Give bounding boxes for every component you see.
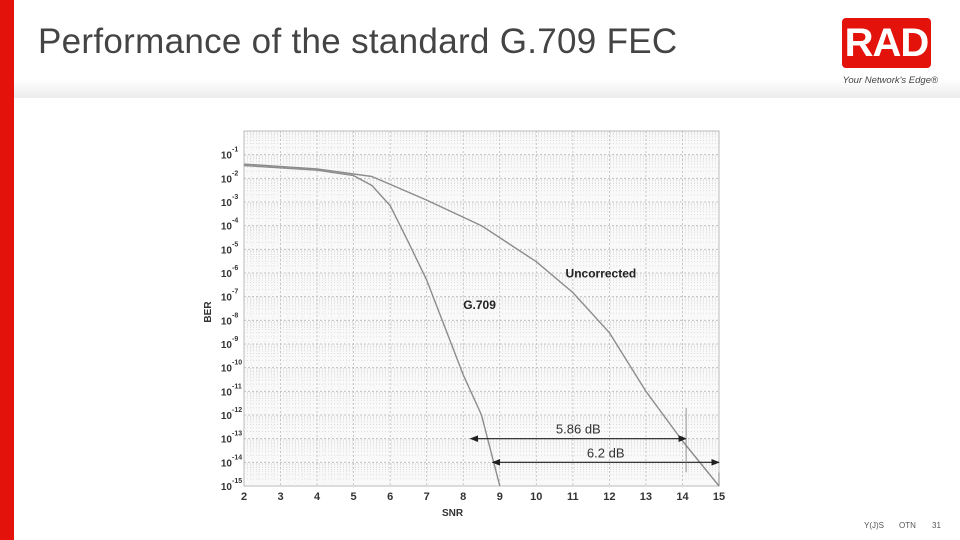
y-tick-base: 10 xyxy=(221,198,233,209)
y-tick-exponent: -10 xyxy=(232,360,242,367)
logo-wordmark: RAD xyxy=(842,18,931,68)
x-tick-label: 15 xyxy=(713,491,725,503)
y-tick-label: 10-6 xyxy=(221,265,238,280)
y-tick-base: 10 xyxy=(221,174,233,185)
x-tick-label: 10 xyxy=(530,491,542,503)
y-tick-exponent: -13 xyxy=(232,431,242,438)
annotation-label: 5.86 dB xyxy=(556,422,601,437)
series-line-uncorrected xyxy=(243,163,720,487)
y-tick-base: 10 xyxy=(221,340,233,351)
logo-tagline: Your Network's Edge® xyxy=(842,75,938,86)
y-tick-base: 10 xyxy=(221,222,233,233)
y-tick-base: 10 xyxy=(221,316,233,327)
rad-logo: RAD Your Network's Edge® xyxy=(838,18,938,90)
annotation-label: 6.2 dB xyxy=(587,445,625,460)
y-tick-exponent: -1 xyxy=(232,147,238,154)
y-tick-exponent: -7 xyxy=(232,289,238,296)
x-tick-label: 6 xyxy=(387,491,393,503)
y-tick-label: 10-4 xyxy=(221,218,238,233)
series-label-g-709: G.709 xyxy=(463,298,496,312)
y-tick-base: 10 xyxy=(221,435,233,446)
x-tick-label: 4 xyxy=(314,491,321,503)
plot-area xyxy=(243,130,720,487)
y-tick-exponent: -12 xyxy=(232,407,242,414)
x-axis-label: SNR xyxy=(442,508,464,519)
y-tick-label: 10-2 xyxy=(221,170,238,185)
y-tick-label: 10-11 xyxy=(221,383,242,398)
y-tick-exponent: -2 xyxy=(232,170,238,177)
y-tick-base: 10 xyxy=(221,411,233,422)
y-tick-label: 10-8 xyxy=(221,312,238,327)
x-tick-label: 7 xyxy=(424,491,430,503)
y-tick-base: 10 xyxy=(221,293,233,304)
accent-bar xyxy=(0,0,14,540)
series-line-g-709 xyxy=(243,164,501,487)
x-tick-label: 11 xyxy=(567,491,579,503)
y-tick-exponent: -9 xyxy=(232,336,238,343)
x-tick-label: 12 xyxy=(603,491,615,503)
y-tick-exponent: -11 xyxy=(232,383,242,390)
x-tick-label: 14 xyxy=(676,491,689,503)
x-tick-label: 5 xyxy=(351,491,357,503)
y-tick-label: 10-10 xyxy=(221,360,242,375)
y-tick-base: 10 xyxy=(221,245,233,256)
y-tick-base: 10 xyxy=(221,387,233,398)
y-tick-label: 10-7 xyxy=(221,289,238,304)
series-label-uncorrected: Uncorrected xyxy=(566,266,637,280)
y-tick-label: 10-5 xyxy=(221,241,238,256)
y-tick-base: 10 xyxy=(221,364,233,375)
x-tick-label: 13 xyxy=(640,491,652,503)
title-band xyxy=(14,0,960,98)
ber-snr-chart: 2 3 4 5 6 7 8 9 10 11 12 13 14 1510-110-210-310-410-5… xyxy=(203,130,725,519)
y-tick-base: 10 xyxy=(221,151,233,162)
footer-author: Y(J)S xyxy=(864,521,884,530)
slide-title: Performance of the standard G.709 FEC xyxy=(38,22,678,61)
footer-topic: OTN xyxy=(899,521,916,530)
y-tick-base: 10 xyxy=(221,269,233,280)
y-tick-exponent: -6 xyxy=(232,265,238,272)
x-tick-label: 2 xyxy=(241,491,247,503)
y-tick-label: 10-1 xyxy=(221,147,238,162)
y-tick-exponent: -5 xyxy=(232,241,238,248)
y-tick-label: 10-12 xyxy=(221,407,242,422)
y-tick-exponent: -14 xyxy=(232,454,242,461)
y-tick-label: 10-15 xyxy=(221,478,242,493)
y-tick-base: 10 xyxy=(221,482,233,493)
page-number: 31 xyxy=(932,521,941,530)
y-tick-exponent: -3 xyxy=(232,194,238,201)
x-tick-label: 8 xyxy=(460,491,466,503)
y-tick-label: 10-14 xyxy=(221,454,242,469)
y-tick-exponent: -8 xyxy=(232,312,238,319)
y-tick-base: 10 xyxy=(221,458,233,469)
y-tick-label: 10-3 xyxy=(221,194,238,209)
y-tick-exponent: -4 xyxy=(232,218,238,225)
x-tick-label: 3 xyxy=(277,491,283,503)
y-tick-label: 10-13 xyxy=(221,431,242,446)
y-axis-label: BER xyxy=(203,301,214,323)
y-tick-label: 10-9 xyxy=(221,336,238,351)
x-tick-label: 9 xyxy=(497,491,503,503)
y-tick-exponent: -15 xyxy=(232,478,242,485)
